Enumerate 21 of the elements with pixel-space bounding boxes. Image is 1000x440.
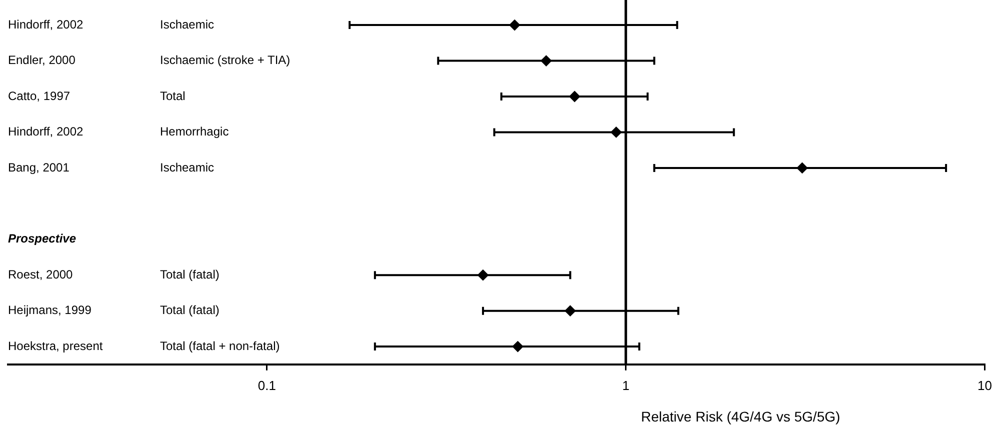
- annotation: Total (fatal + non-fatal): [160, 338, 280, 353]
- x-axis-title: Relative Risk (4G/4G vs 5G/5G): [640, 408, 840, 424]
- y-tick-label: Catto, 1997: [8, 88, 70, 103]
- y-tick-label: Heijmans, 1999: [8, 303, 92, 318]
- annotation: Hemorrhagic: [160, 124, 229, 139]
- annotation: Ischeamic: [160, 160, 214, 174]
- y-tick-label: Hoekstra, present: [8, 338, 104, 353]
- annotation: Ischaemic: [160, 17, 214, 32]
- annotation: Total (fatal): [160, 267, 220, 282]
- y-tick-label: Hindorff, 2002: [8, 17, 84, 32]
- y-tick-label: Roest, 2000: [8, 267, 74, 282]
- annotation: Total: [160, 88, 186, 103]
- y-tick-label: Endler, 2000: [8, 53, 76, 68]
- annotation: Total (fatal): [160, 303, 220, 318]
- y-tick-label: Prospective: [8, 232, 76, 246]
- x-tick-label: 10: [978, 378, 992, 393]
- annotation: Ischaemic (stroke + TIA): [160, 53, 290, 68]
- x-tick-label: 1: [622, 378, 630, 393]
- y-tick-label: Hindorff, 2002: [8, 124, 84, 139]
- y-tick-label: Bang, 2001: [8, 160, 70, 174]
- x-tick-label: 0.1: [258, 378, 276, 393]
